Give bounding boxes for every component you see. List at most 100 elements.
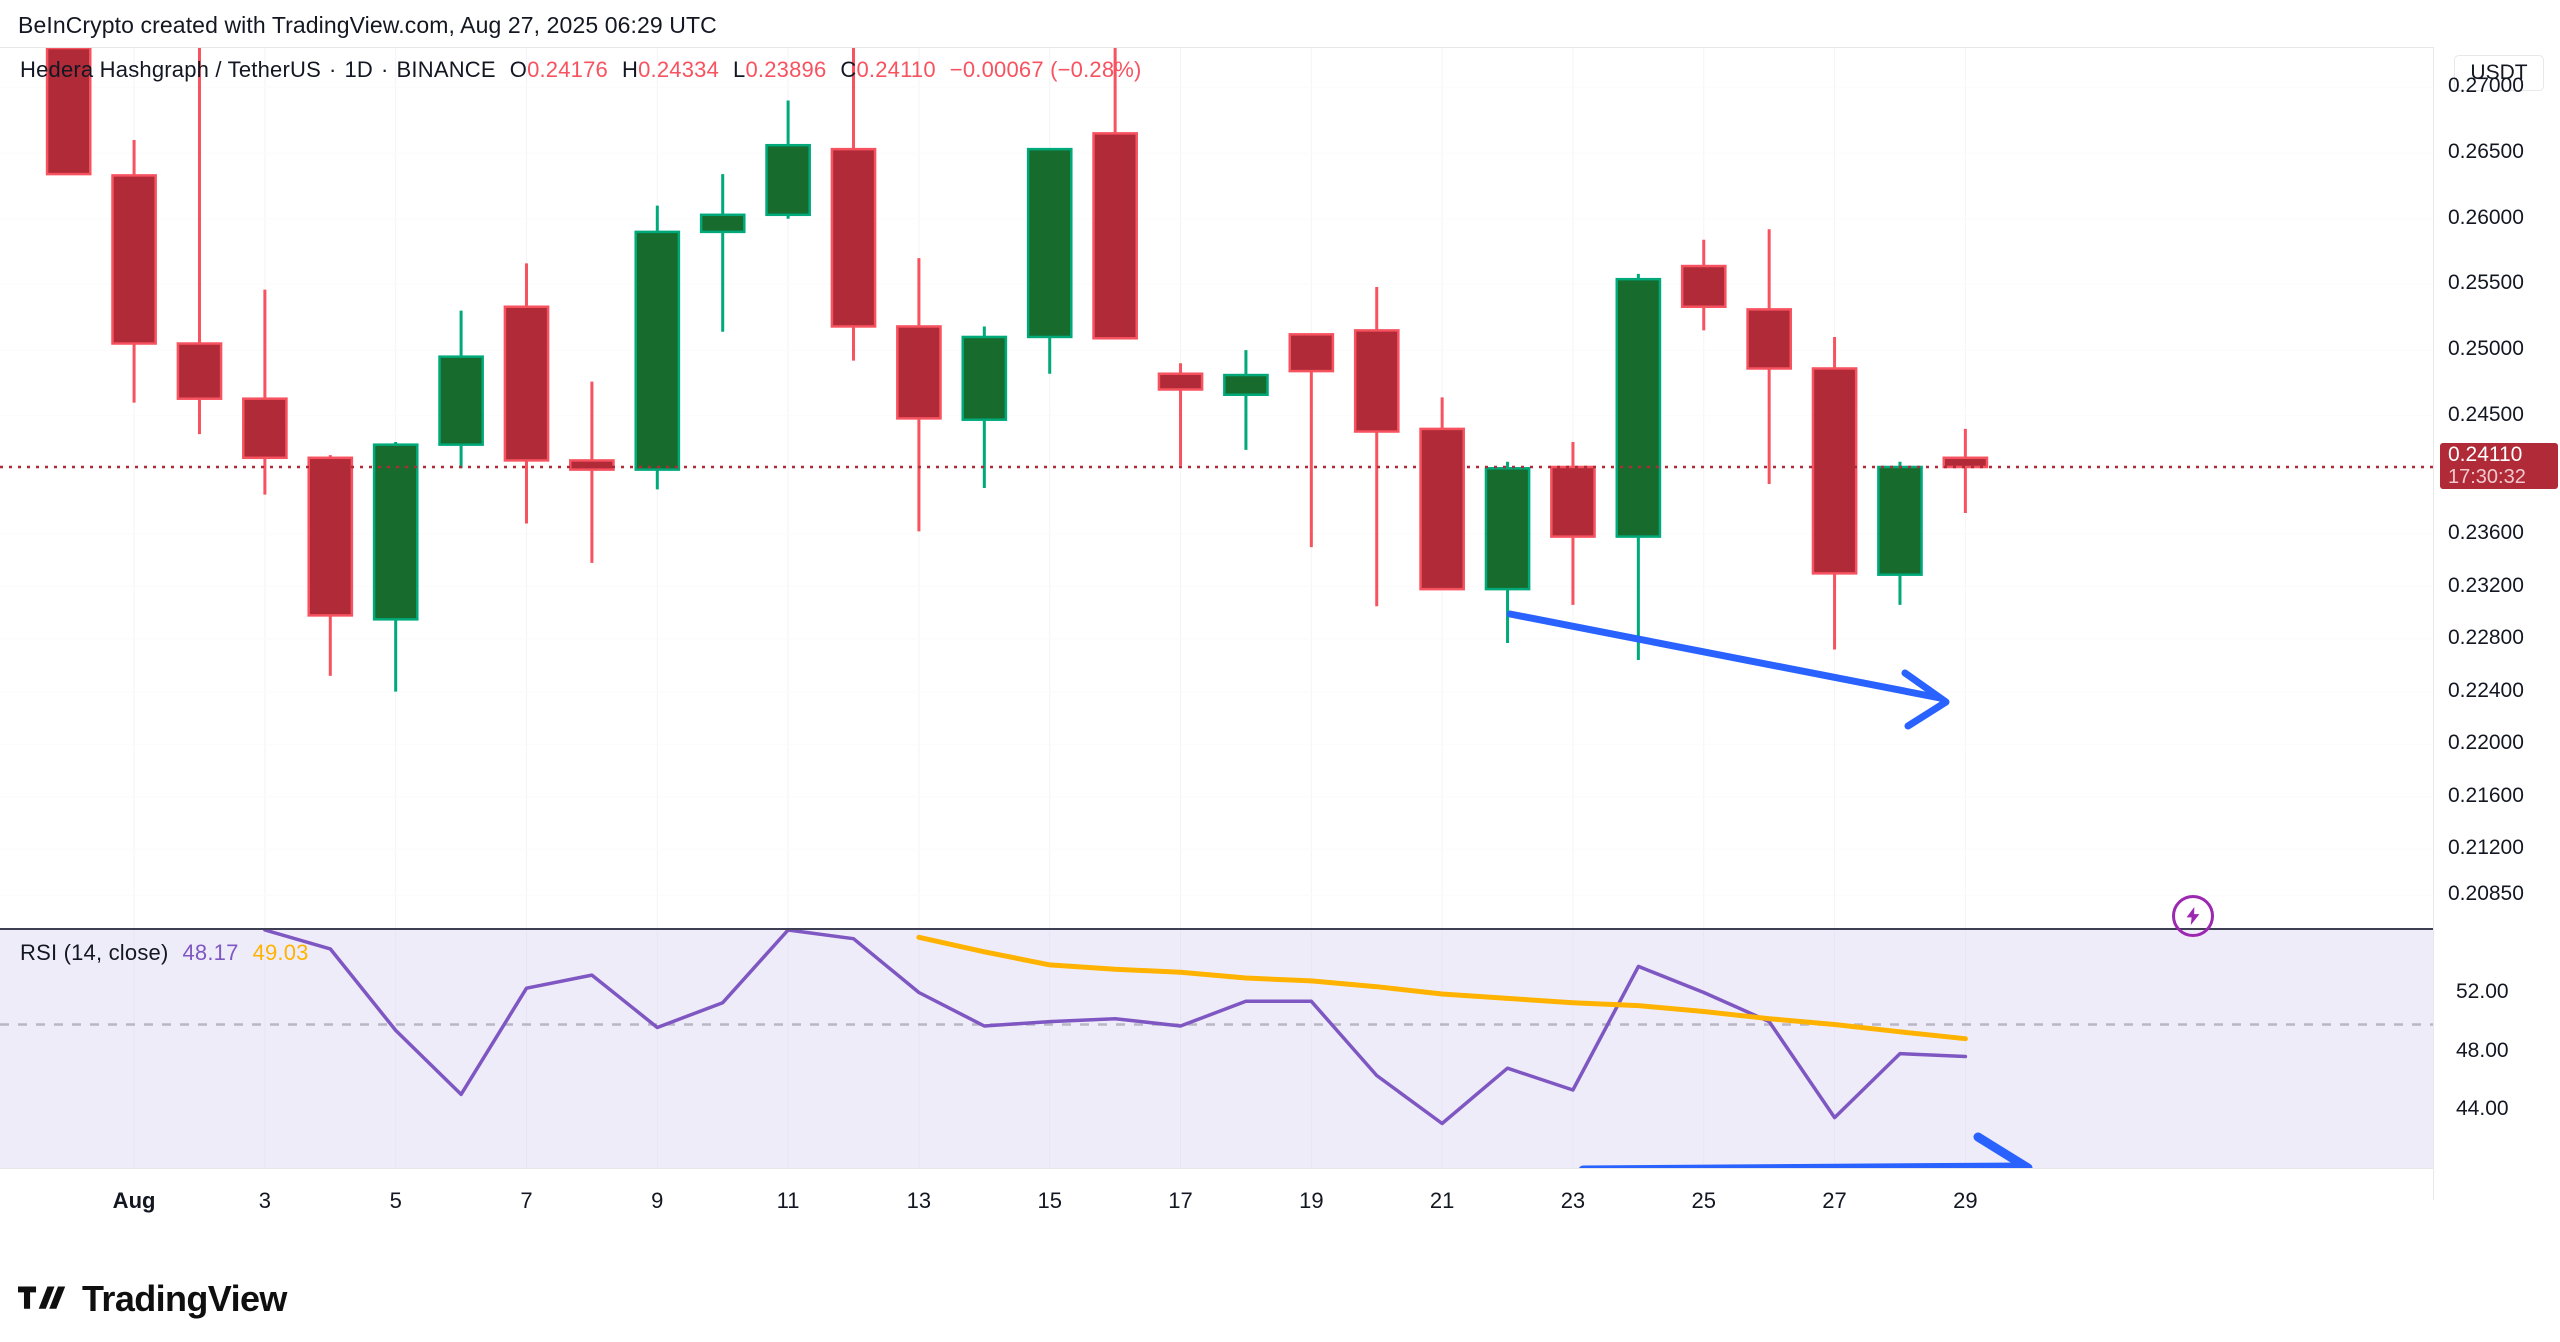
candle xyxy=(830,147,877,328)
candle xyxy=(1615,277,1662,538)
candle xyxy=(111,174,157,345)
time-axis-tick: 9 xyxy=(651,1188,664,1213)
candle xyxy=(1026,147,1073,339)
chart-frame: Aug 3 5 7 9 11 13 15 17 19 21 23 25 27 29 xyxy=(0,47,2433,1249)
rsi-pane[interactable] xyxy=(0,928,2433,1170)
price-axis-tick: 0.22800 xyxy=(2448,626,2524,650)
time-axis-tick: 7 xyxy=(520,1188,533,1213)
candle xyxy=(1419,427,1465,591)
tradingview-footer-logo: TradingView xyxy=(18,1278,287,1320)
legend-sep-1: · xyxy=(328,57,337,82)
price-axis-tick: 0.24500 xyxy=(2448,402,2524,426)
price-axis-tick: 0.27000 xyxy=(2448,74,2524,98)
price-axis-tick: 0.21600 xyxy=(2448,783,2524,807)
downtrend-arrow-price xyxy=(1506,610,1950,730)
time-axis-tick: 11 xyxy=(776,1188,800,1213)
candle xyxy=(438,355,484,446)
candle xyxy=(1157,372,1204,391)
candle xyxy=(1942,456,1989,469)
legend-interval: 1D xyxy=(344,57,374,82)
current-price-tag: 0.24110 17:30:32 xyxy=(2440,442,2558,489)
time-axis-tick: 13 xyxy=(906,1188,932,1213)
bolt-glyph xyxy=(2186,906,2200,926)
legend-high-key: H xyxy=(622,57,639,82)
rsi-axis-tick: 44.00 xyxy=(2456,1096,2509,1120)
candle xyxy=(896,325,942,420)
rsi-legend-title: RSI (14, close) xyxy=(20,940,169,965)
candle xyxy=(242,397,288,460)
legend-open-key: O xyxy=(509,57,528,82)
price-axis-tick: 0.21200 xyxy=(2448,836,2524,860)
candle xyxy=(176,342,223,400)
bar-countdown: 17:30:32 xyxy=(2448,465,2526,488)
candle xyxy=(372,443,419,621)
time-axis-tick: 29 xyxy=(1953,1188,1978,1213)
price-axis-tick: 0.25500 xyxy=(2448,271,2524,295)
price-axis-tick: 0.20850 xyxy=(2448,882,2524,906)
price-axis-tick: 0.25000 xyxy=(2448,337,2524,361)
candle xyxy=(45,48,92,176)
attribution-text: BeInCrypto created with TradingView.com,… xyxy=(18,12,717,38)
legend-sep-2: · xyxy=(381,57,389,82)
candle xyxy=(1746,308,1792,370)
legend-close-value: 0.24110 xyxy=(856,57,936,82)
price-pane[interactable] xyxy=(0,48,2433,928)
candle xyxy=(1877,465,1923,576)
candle xyxy=(1811,367,1858,575)
rsi-axis-tick: 52.00 xyxy=(2456,980,2509,1004)
price-axis-tick: 0.23200 xyxy=(2448,573,2524,597)
candle xyxy=(1484,467,1531,591)
candle xyxy=(699,213,746,234)
candle xyxy=(1550,465,1596,538)
legend-low-key: L xyxy=(733,57,746,82)
rsi-line xyxy=(263,930,1968,1126)
current-price-value: 0.24110 xyxy=(2448,442,2523,466)
rsi-ma-legend-value: 49.03 xyxy=(252,940,309,965)
legend-high-value: 0.24334 xyxy=(638,57,720,82)
time-axis[interactable]: Aug 3 5 7 9 11 13 15 17 19 21 23 25 27 29 xyxy=(0,1168,2433,1249)
time-axis-tick: 27 xyxy=(1822,1188,1847,1213)
time-axis-tick: 21 xyxy=(1429,1188,1455,1213)
rsi-canvas xyxy=(0,930,2433,1170)
candle xyxy=(1288,333,1335,373)
legend-low-value: 0.23896 xyxy=(745,57,827,82)
tradingview-logo-icon xyxy=(18,1286,66,1309)
price-axis-tick: 0.22400 xyxy=(2448,678,2524,702)
price-axis-tick: 0.22000 xyxy=(2448,731,2524,755)
rsi-legend[interactable]: RSI (14, close) 48.17 49.03 xyxy=(20,940,309,966)
legend-open-value: 0.24176 xyxy=(527,57,608,82)
candle xyxy=(569,459,615,471)
candle xyxy=(765,143,811,217)
legend-close-key: C xyxy=(840,57,857,82)
candle xyxy=(1092,132,1138,340)
flat-arrow-rsi xyxy=(1578,1132,2033,1170)
price-axis-tick: 0.26000 xyxy=(2448,205,2524,229)
time-axis-tick: Aug xyxy=(112,1188,156,1213)
time-axis-tick: 25 xyxy=(1691,1188,1716,1213)
lightning-bolt-icon[interactable] xyxy=(2172,895,2214,937)
legend-exchange: BINANCE xyxy=(396,57,496,82)
candle xyxy=(1680,264,1727,308)
time-axis-tick: 17 xyxy=(1168,1188,1193,1213)
time-axis-tick: 3 xyxy=(258,1188,271,1213)
rsi-legend-value: 48.17 xyxy=(182,940,239,965)
candle xyxy=(1353,329,1400,433)
candle xyxy=(1223,373,1269,396)
price-axis-tick: 0.26500 xyxy=(2448,140,2524,164)
legend-change: −0.00067 (−0.28%) xyxy=(949,57,1142,82)
chart-legend[interactable]: Hedera Hashgraph / TetherUS · 1D · BINANCE O0… xyxy=(20,57,1142,83)
time-axis-tick: 23 xyxy=(1560,1188,1586,1213)
currency-unit-badge[interactable]: USDT xyxy=(2454,55,2544,91)
price-axis-tick: 0.23600 xyxy=(2448,520,2524,544)
rsi-axis-tick: 48.00 xyxy=(2456,1038,2509,1062)
candle xyxy=(961,335,1008,421)
rsi-ma-line xyxy=(916,934,1968,1042)
time-axis-tick: 5 xyxy=(389,1188,402,1213)
tradingview-wordmark: TradingView xyxy=(82,1278,287,1319)
candle xyxy=(503,305,550,462)
price-axis[interactable]: USDT 0.27000 0.26500 0.26000 0.25500 0.25000… xyxy=(2433,47,2560,1200)
time-axis-tick: 15 xyxy=(1037,1188,1062,1213)
candle xyxy=(634,230,681,471)
candle xyxy=(307,456,354,617)
